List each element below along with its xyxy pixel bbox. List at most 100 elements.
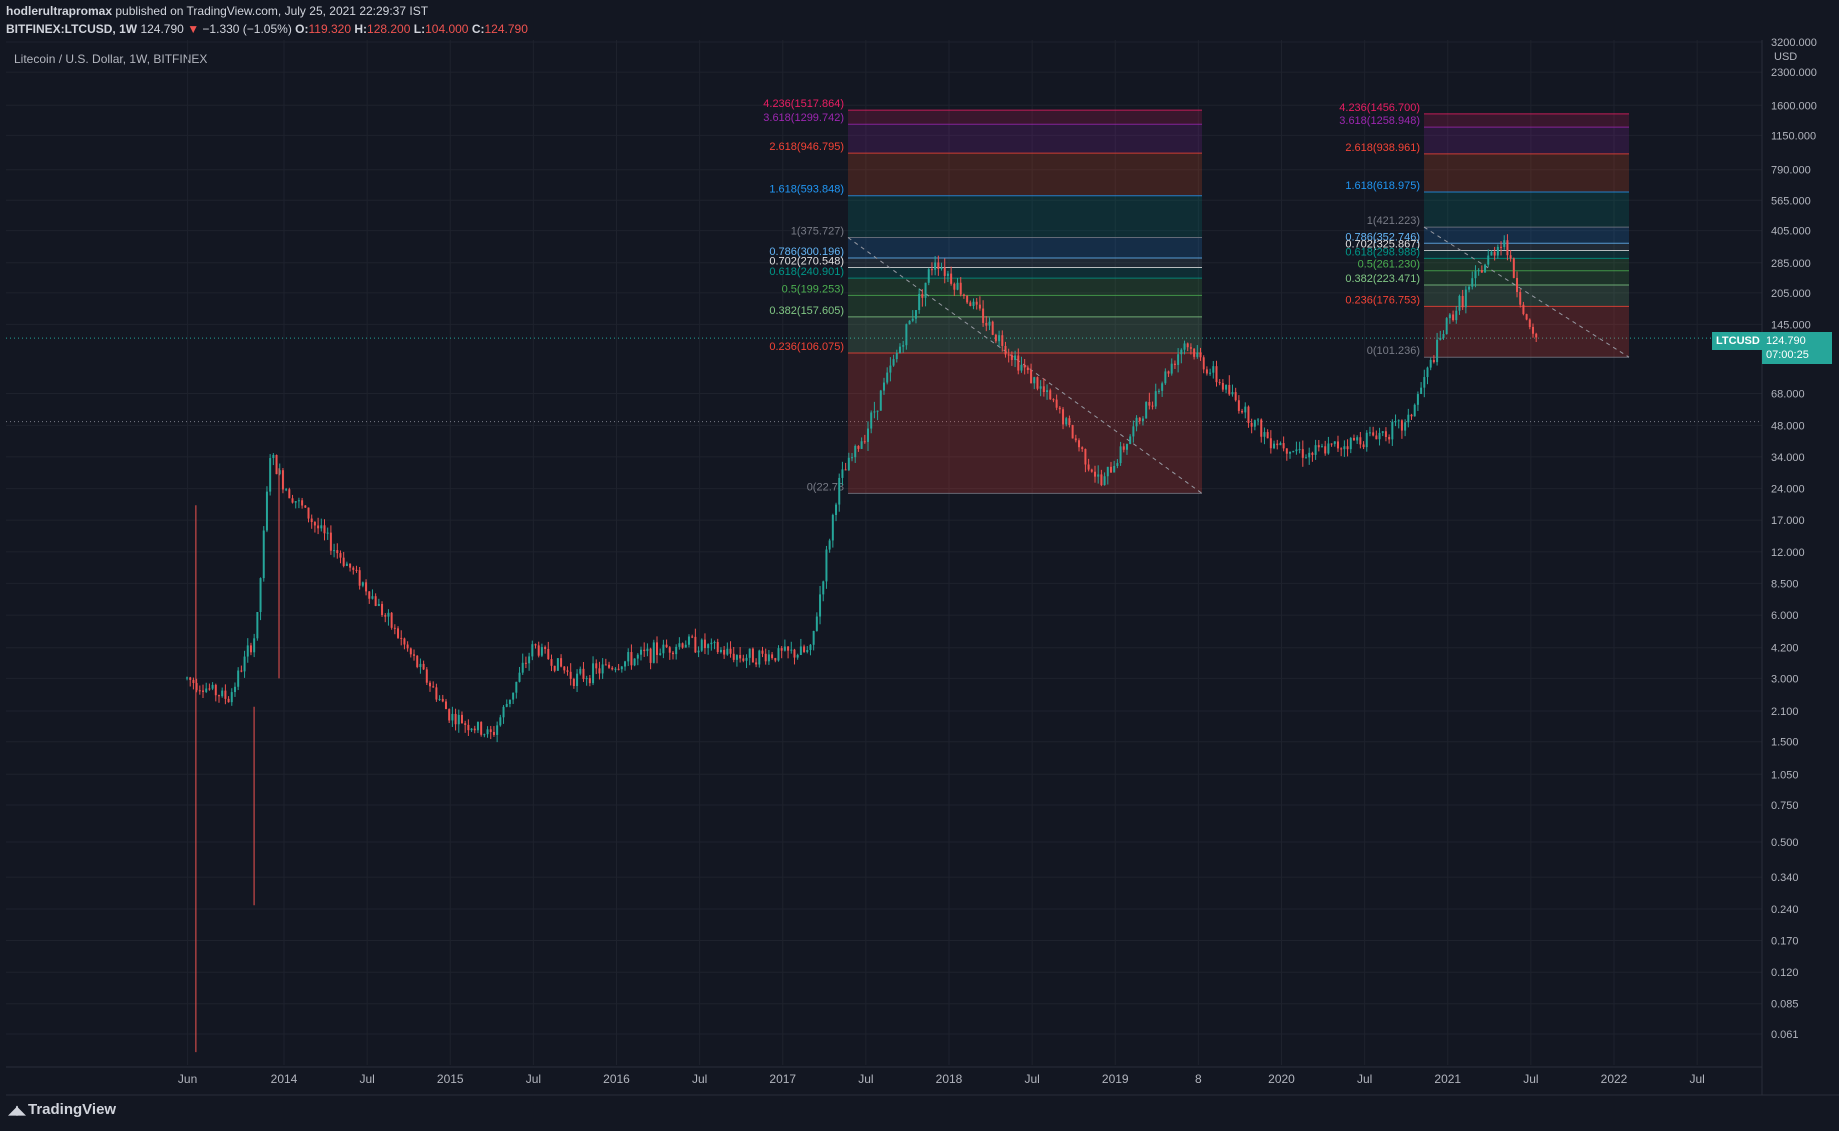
candle [361,581,364,588]
candle [1068,415,1071,428]
candle [534,643,537,649]
y-tick-label: 285.000 [1771,258,1811,270]
candle-body [317,525,320,529]
candle [1416,391,1419,412]
candle [1426,366,1429,385]
candle-body [1442,334,1445,338]
author-name[interactable]: hodlerultrapromax [6,4,113,18]
candle-body [217,695,220,697]
fib-zone [1424,153,1629,192]
candle [352,566,355,575]
candle-body [419,663,422,668]
candle-body [732,653,735,660]
fib-level-label: 0.5(199.253) [782,283,844,295]
y-tick-label: 4.200 [1771,643,1799,655]
candle [323,519,326,541]
candle [1004,341,1007,358]
candle-body [643,649,646,652]
candle [742,654,745,663]
candle [1052,398,1055,403]
candle-body [745,657,748,661]
candle [1496,244,1499,259]
candle-body [336,550,339,554]
logo-text: TradingView [28,1101,117,1118]
candle [1397,419,1400,429]
fib-retracements[interactable]: 4.236(1517.864) 3.618(1299.742) 2.618(946.… [763,98,1630,494]
candle [400,630,403,646]
candle [211,682,214,691]
candle-body [758,650,761,665]
fib-level-label: 1(421.223) [1367,215,1420,227]
candle-body [956,282,959,290]
x-tick-label: 2020 [1268,1072,1295,1086]
y-tick-label: 205.000 [1771,288,1811,300]
candle-body [198,690,201,692]
candle [294,501,297,509]
candle [1084,448,1087,473]
candle [438,695,441,701]
y-tick-label: 0.340 [1771,872,1799,884]
candle [774,657,777,663]
candle-body [895,352,898,360]
candle-body [1340,448,1343,450]
candle [873,401,876,419]
fib-retracement: 4.236(1517.864) 3.618(1299.742) 2.618(946.… [763,98,1203,494]
series-legend[interactable]: Litecoin / U.S. Dollar, 1W, BITFINEX [14,52,208,66]
fib-retracement: 4.236(1456.700)3.618(1258.948) 2.618(938.… [1339,102,1630,358]
candle-body [1407,414,1410,423]
candle [978,296,981,311]
candle [537,641,540,658]
candle [1001,330,1004,352]
candle [962,293,965,299]
candle [1298,441,1301,454]
candle-body [1477,270,1480,272]
fib-zone [848,153,1202,196]
candle-body [349,563,352,568]
fib-level-label: 0.382(223.471) [1345,273,1420,285]
candle [684,640,687,648]
candle-body [371,596,374,599]
candle-body [390,612,393,628]
candle-body [793,649,796,658]
candle [665,639,668,648]
candle-body [844,469,847,471]
candle-body [556,658,559,671]
candle-body [365,582,368,592]
candle-body [867,428,870,442]
candle [560,654,563,668]
candle-body [505,703,508,707]
tradingview-logo[interactable]: ◢◣ TradingView [8,1101,116,1118]
candle-body [444,701,447,710]
candle-body [1106,466,1109,477]
fib-level-label: 1.618(618.975) [1345,180,1420,192]
axes: 3200.000 2300.000 1600.000 1150.000 790.000 5… [6,37,1839,1096]
candle [1464,286,1467,314]
y-tick-label: 34.000 [1771,452,1805,464]
candle [1186,342,1189,352]
candle [1010,351,1013,366]
candle-body [790,649,793,651]
candle-body [1205,369,1208,374]
candle [253,633,256,658]
candle-body [1266,432,1269,439]
y-tick-label: 790.000 [1771,165,1811,177]
candle-body [1426,367,1429,378]
fib-level-label: 2.618(946.795) [769,141,844,153]
candle [556,658,559,671]
candle-body [521,662,524,673]
candle [342,551,345,568]
candle [265,486,268,533]
candle-body [886,372,889,383]
y-tick-label: 0.061 [1771,1029,1799,1041]
y-tick-label: 2.100 [1771,706,1799,718]
currency-label[interactable]: USD [1774,51,1798,63]
candle-body [1189,347,1192,349]
candle [1266,429,1269,439]
candle-body [329,532,332,551]
candle-body [1154,391,1157,407]
candle-body [905,324,908,346]
candle-body [230,692,233,703]
candle-body [1368,432,1371,434]
candle [1292,450,1295,453]
